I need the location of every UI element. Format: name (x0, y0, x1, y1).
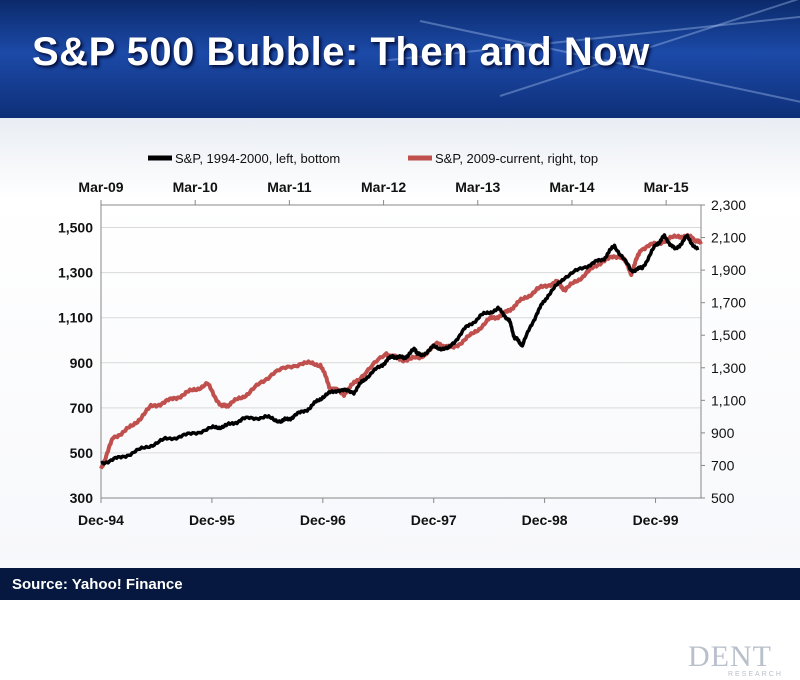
top-axis-tick-label: Mar-10 (173, 179, 218, 195)
sp500-chart: S&P, 1994-2000, left, bottom S&P, 2009-cu… (58, 151, 746, 528)
left-axis-tick-label: 1,100 (58, 310, 93, 326)
legend-label-2009-current: S&P, 2009-current, right, top (435, 151, 598, 166)
right-axis-tick-label: 1,300 (711, 360, 746, 376)
bottom-axis-tick-label: Dec-98 (522, 512, 568, 528)
top-axis-tick-label: Mar-14 (549, 179, 594, 195)
right-axis-tick-label: 1,900 (711, 262, 746, 278)
page-title: S&P 500 Bubble: Then and Now (32, 30, 650, 74)
source-label: Source: Yahoo! Finance (12, 576, 183, 593)
left-axis-tick-label: 700 (70, 400, 94, 416)
right-axis-tick-label: 1,700 (711, 295, 746, 311)
left-axis-tick-label: 1,300 (58, 265, 93, 281)
right-axis-tick-label: 1,500 (711, 327, 746, 343)
chart-ticks: 300 500 700 900 1,100 1,300 1,500 500 700 900 1,10… (58, 179, 746, 528)
logo-sub-text: RESEARCH (728, 671, 783, 678)
chart-panel: S&P, 1994-2000, left, bottom S&P, 2009-cu… (0, 118, 800, 678)
title-banner: S&P 500 Bubble: Then and Now (0, 0, 800, 118)
chart-series (99, 233, 703, 470)
top-axis-tick-label: Mar-12 (361, 179, 406, 195)
bottom-axis-tick-label: Dec-97 (411, 512, 457, 528)
left-axis-tick-label: 500 (70, 445, 94, 461)
footer-bar: Source: Yahoo! Finance (0, 568, 800, 600)
left-axis-tick-label: 900 (70, 355, 94, 371)
legend-label-1994-2000: S&P, 1994-2000, left, bottom (175, 151, 340, 166)
bottom-axis-tick-label: Dec-96 (300, 512, 346, 528)
chart-legend: S&P, 1994-2000, left, bottom S&P, 2009-cu… (148, 151, 598, 166)
top-axis-tick-label: Mar-09 (78, 179, 123, 195)
series-line-1994-2000 (100, 233, 700, 466)
right-axis-tick-label: 2,100 (711, 230, 746, 246)
right-axis-tick-label: 700 (711, 457, 735, 473)
right-axis-tick-label: 500 (711, 490, 735, 506)
bottom-axis-tick-label: Dec-94 (78, 512, 124, 528)
bottom-axis-tick-label: Dec-95 (189, 512, 235, 528)
top-axis-tick-label: Mar-13 (455, 179, 500, 195)
right-axis-tick-label: 900 (711, 425, 735, 441)
dent-research-logo: DENT RESEARCH (688, 640, 788, 680)
logo-main-text: DENT (688, 640, 772, 673)
top-axis-tick-label: Mar-11 (267, 179, 312, 195)
top-axis-tick-label: Mar-15 (644, 179, 689, 195)
right-axis-tick-label: 2,300 (711, 197, 746, 213)
left-axis-tick-label: 1,500 (58, 220, 93, 236)
left-axis-tick-label: 300 (70, 490, 94, 506)
bottom-axis-tick-label: Dec-99 (633, 512, 679, 528)
chart-axes (100, 200, 705, 503)
right-axis-tick-label: 1,100 (711, 392, 746, 408)
chart-grid (101, 227, 701, 499)
